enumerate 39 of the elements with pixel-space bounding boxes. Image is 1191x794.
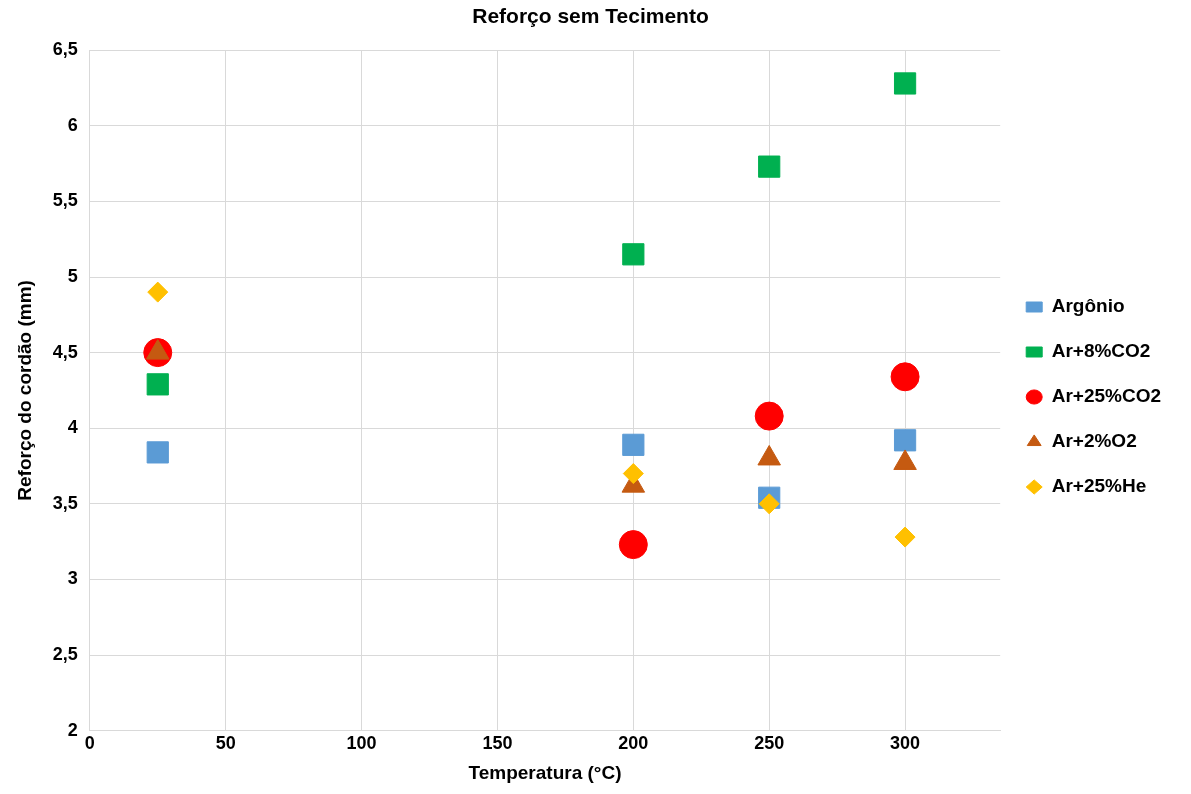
point — [894, 526, 916, 548]
x-tick-label: 0 — [84, 733, 95, 754]
legend-label: Ar+2%O2 — [1051, 430, 1137, 452]
y-tick-label: 5,5 — [52, 190, 78, 211]
x-tick-label: 200 — [618, 733, 649, 754]
y-tick-label: 5 — [67, 265, 78, 286]
point — [622, 433, 645, 456]
point — [622, 463, 644, 485]
y-tick-label: 4,5 — [52, 341, 78, 362]
point — [758, 155, 781, 178]
point — [618, 530, 648, 560]
x-tick-label: 250 — [754, 733, 785, 754]
x-tick-label: 50 — [215, 733, 236, 754]
point — [890, 362, 920, 392]
x-tick-label: 100 — [346, 733, 377, 754]
y-tick-label: 4 — [67, 417, 78, 438]
y-axis-title: Reforço do cordão (mm) — [13, 280, 35, 501]
point — [893, 72, 917, 95]
y-tick-label: 6,5 — [52, 39, 78, 60]
y-tick-label: 2,5 — [52, 643, 78, 664]
legend-label: Ar+8%CO2 — [1051, 340, 1151, 362]
y-tick-label: 3 — [67, 568, 78, 589]
point — [147, 281, 169, 303]
legend-label: Ar+25%CO2 — [1051, 385, 1162, 407]
point — [893, 429, 917, 452]
chart-title: Reforço sem Tecimento — [472, 4, 709, 28]
y-tick-label: 3,5 — [52, 492, 78, 513]
point — [758, 493, 780, 515]
x-tick-label: 150 — [482, 733, 513, 754]
legend-label: Argônio — [1051, 295, 1125, 317]
x-axis-title: Temperatura (°C) — [468, 761, 622, 783]
y-tick-label: 2 — [67, 719, 78, 740]
x-tick-label: 300 — [890, 733, 921, 754]
legend-label: Ar+25%He — [1051, 475, 1147, 497]
point — [146, 441, 169, 464]
point — [754, 401, 784, 431]
point — [622, 243, 645, 266]
y-tick-label: 6 — [67, 114, 78, 135]
point — [146, 373, 169, 396]
